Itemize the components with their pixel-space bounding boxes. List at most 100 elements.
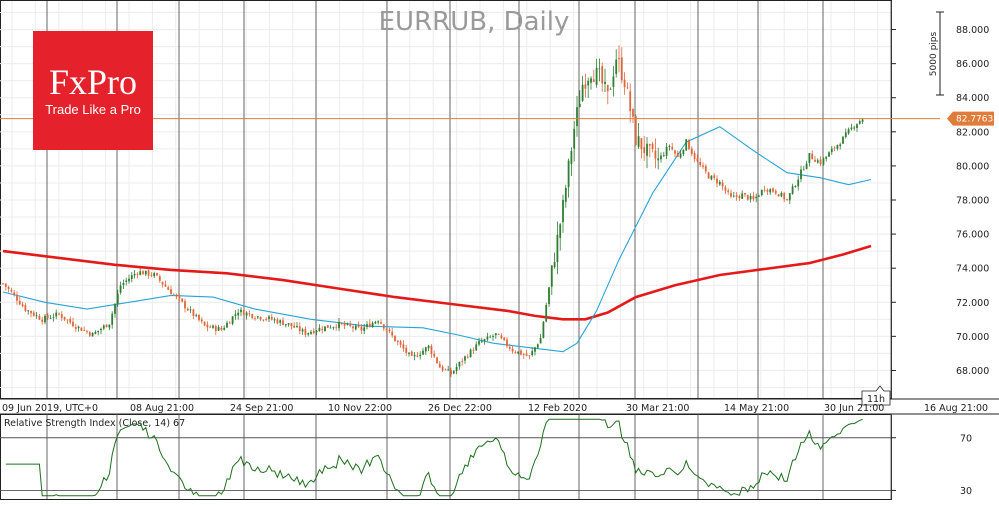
pips-scale: 5000 pips: [929, 11, 944, 96]
candle-body: [161, 281, 164, 285]
candle-body: [164, 284, 167, 287]
candle-body: [122, 282, 125, 286]
candle-body: [304, 328, 307, 335]
candle-body: [517, 351, 520, 354]
candle-body: [427, 345, 430, 349]
candle-body: [534, 347, 536, 352]
countdown-label: 11h: [867, 394, 885, 405]
candle-body: [595, 67, 598, 85]
candle-body: [296, 326, 298, 328]
candle-body: [346, 323, 349, 325]
candle-body: [791, 186, 794, 194]
candle-body: [839, 144, 842, 147]
price-axis-label: 74.000: [956, 264, 989, 275]
candle-body: [693, 153, 696, 160]
candle-body: [234, 314, 237, 316]
candle-body: [777, 194, 780, 197]
candle-body: [18, 300, 21, 305]
candle-body: [245, 312, 248, 316]
candle-body: [116, 293, 119, 304]
candle-body: [83, 330, 86, 331]
candle-body: [508, 347, 511, 349]
candle-body: [511, 348, 514, 352]
candle-body: [394, 335, 396, 342]
candle-body: [520, 350, 522, 355]
candle-body: [794, 185, 797, 187]
candle-body: [542, 321, 545, 338]
candle-body: [576, 107, 578, 127]
candle-body: [310, 331, 312, 334]
candle-body: [819, 159, 822, 165]
candle-body: [668, 146, 671, 147]
candle-body: [60, 314, 63, 318]
candle-body: [609, 88, 612, 90]
candle-body: [461, 360, 464, 362]
candle-body: [366, 324, 368, 327]
candle-body: [223, 327, 226, 330]
candle-body: [63, 316, 66, 320]
candle-body: [469, 349, 472, 358]
rsi-axis: 70 30: [891, 433, 972, 497]
price-tag-label: 82.7763: [956, 115, 993, 125]
candle-body: [21, 304, 24, 307]
candle-body: [805, 163, 808, 169]
candle-body: [301, 329, 304, 332]
candle-body: [811, 153, 814, 160]
candle-body: [858, 121, 861, 124]
rsi-level-layer: [0, 437, 891, 491]
candle-body: [480, 341, 483, 343]
candle-body: [758, 195, 760, 197]
candle-body: [335, 326, 338, 328]
candle-body: [198, 314, 200, 321]
price-axis-label: 70.000: [956, 332, 989, 343]
candle-body: [780, 192, 783, 197]
current-price-tag: 82.7763: [947, 111, 994, 126]
candle-body: [640, 138, 643, 150]
candle-body: [556, 234, 559, 263]
candle-body: [738, 196, 741, 199]
candle-body: [724, 187, 727, 191]
candle-body: [312, 330, 315, 334]
candle-body: [755, 196, 758, 199]
candle-body: [458, 361, 461, 367]
candle-body: [752, 195, 755, 200]
candle-body: [634, 115, 637, 145]
candle-body: [388, 329, 391, 331]
candle-body: [203, 321, 206, 326]
rsi-axis-label: 30: [960, 486, 972, 497]
candle-body: [282, 320, 284, 325]
candle-body: [612, 76, 615, 87]
candle-body: [853, 127, 856, 129]
candle-body: [632, 109, 634, 117]
candle-body: [744, 192, 746, 195]
candle-body: [422, 350, 424, 355]
candle-body: [262, 319, 265, 321]
candle-body: [357, 324, 360, 328]
candle-body: [371, 322, 374, 328]
candle-body: [847, 129, 850, 134]
candle-body: [606, 85, 609, 92]
candle-body: [685, 139, 688, 151]
candle-body: [618, 57, 620, 60]
candle-body: [66, 319, 69, 321]
candle-body: [567, 160, 570, 188]
time-axis-label: 14 May 21:00: [724, 403, 789, 414]
candle-body: [41, 319, 44, 322]
candle-body: [842, 136, 844, 144]
candle-body: [772, 188, 774, 192]
chart-title: EURRUB, Daily: [379, 7, 570, 37]
candle-body: [105, 324, 108, 328]
time-axis-label: 30 Jun 21:00: [824, 403, 884, 414]
candle-body: [184, 301, 186, 309]
candle-body: [732, 195, 735, 197]
candle-body: [265, 319, 268, 320]
candle-body: [570, 150, 573, 164]
rsi-line: [5, 418, 863, 497]
candle-body: [156, 272, 158, 276]
candle-body: [808, 152, 811, 163]
price-axis-label: 86.000: [956, 59, 989, 70]
candle-body: [696, 158, 699, 162]
candle-body: [254, 318, 256, 320]
candle-body: [408, 352, 410, 354]
candle-body: [416, 355, 419, 357]
